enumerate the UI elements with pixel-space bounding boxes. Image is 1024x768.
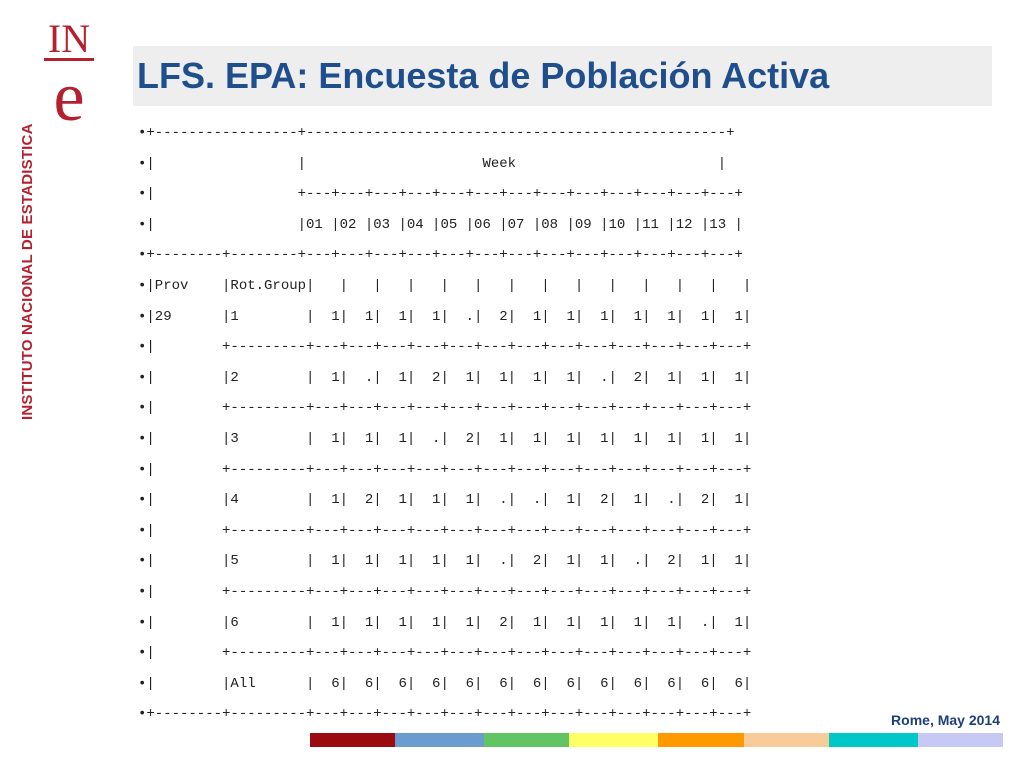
table-line: •| |3 | 1| 1| 1| .| 2| 1| 1| 1| 1| 1| 1|… (138, 430, 752, 447)
color-stripe-segment (918, 733, 1003, 747)
table-line: •| |2 | 1| .| 1| 2| 1| 1| 1| 1| .| 2| 1|… (138, 369, 752, 386)
ine-logo: IN e (40, 16, 98, 136)
color-stripe-segment (569, 733, 658, 747)
logo-letter-bottom: e (53, 59, 84, 126)
footer-text: Rome, May 2014 (891, 712, 1000, 728)
table-line: •+--------+--------+---+---+---+---+---+… (138, 247, 743, 264)
table-line: •| |4 | 1| 2| 1| 1| 1| .| .| 1| 2| 1| .|… (138, 492, 752, 509)
table-line: •| +---------+---+---+---+---+---+---+--… (138, 461, 752, 478)
table-line: •| +---------+---+---+---+---+---+---+--… (138, 339, 752, 356)
color-stripe-segment (395, 733, 484, 747)
table-line: •| +---------+---+---+---+---+---+---+--… (138, 645, 752, 662)
title-bar: LFS. EPA: Encuesta de Población Activa (133, 46, 992, 106)
table-line: •|29 |1 | 1| 1| 1| 1| .| 2| 1| 1| 1| 1| … (138, 308, 752, 325)
table-line: •| +---------+---+---+---+---+---+---+--… (138, 400, 752, 417)
table-line: •| +---------+---+---+---+---+---+---+--… (138, 522, 752, 539)
table-line: •|Prov |Rot.Group| | | | | | | | | | | |… (138, 277, 752, 294)
table-line: •+--------+---------+---+---+---+---+---… (138, 706, 752, 723)
table-line: •| |01 |02 |03 |04 |05 |06 |07 |08 |09 |… (138, 216, 743, 233)
table-line: •| +---+---+---+---+---+---+---+---+---+… (138, 186, 743, 203)
table-line: •| |6 | 1| 1| 1| 1| 1| 2| 1| 1| 1| 1| 1|… (138, 614, 752, 631)
table-line: •| +---------+---+---+---+---+---+---+--… (138, 583, 752, 600)
ine-logo-mark: IN e (44, 16, 94, 136)
logo-divider (44, 58, 94, 61)
color-stripe-segment (484, 733, 569, 747)
side-vertical-label: INSTITUTO NACIONAL DE ESTADISTICA (19, 123, 36, 420)
page-title: LFS. EPA: Encuesta de Población Activa (137, 55, 830, 96)
color-stripe-segment (658, 733, 744, 747)
ascii-table: •+-----------------+--------------------… (138, 118, 908, 730)
table-line: •| |All | 6| 6| 6| 6| 6| 6| 6| 6| 6| 6| … (138, 675, 752, 692)
table-line: •+-----------------+--------------------… (138, 125, 735, 141)
color-stripe-segment (310, 733, 395, 747)
color-stripe-segment (829, 733, 918, 747)
color-stripe-segment (744, 733, 829, 747)
logo-letters-top: IN (48, 16, 90, 61)
table-line: •| | Week | (138, 155, 727, 172)
table-line: •| |5 | 1| 1| 1| 1| 1| .| 2| 1| 1| .| 2|… (138, 553, 752, 570)
